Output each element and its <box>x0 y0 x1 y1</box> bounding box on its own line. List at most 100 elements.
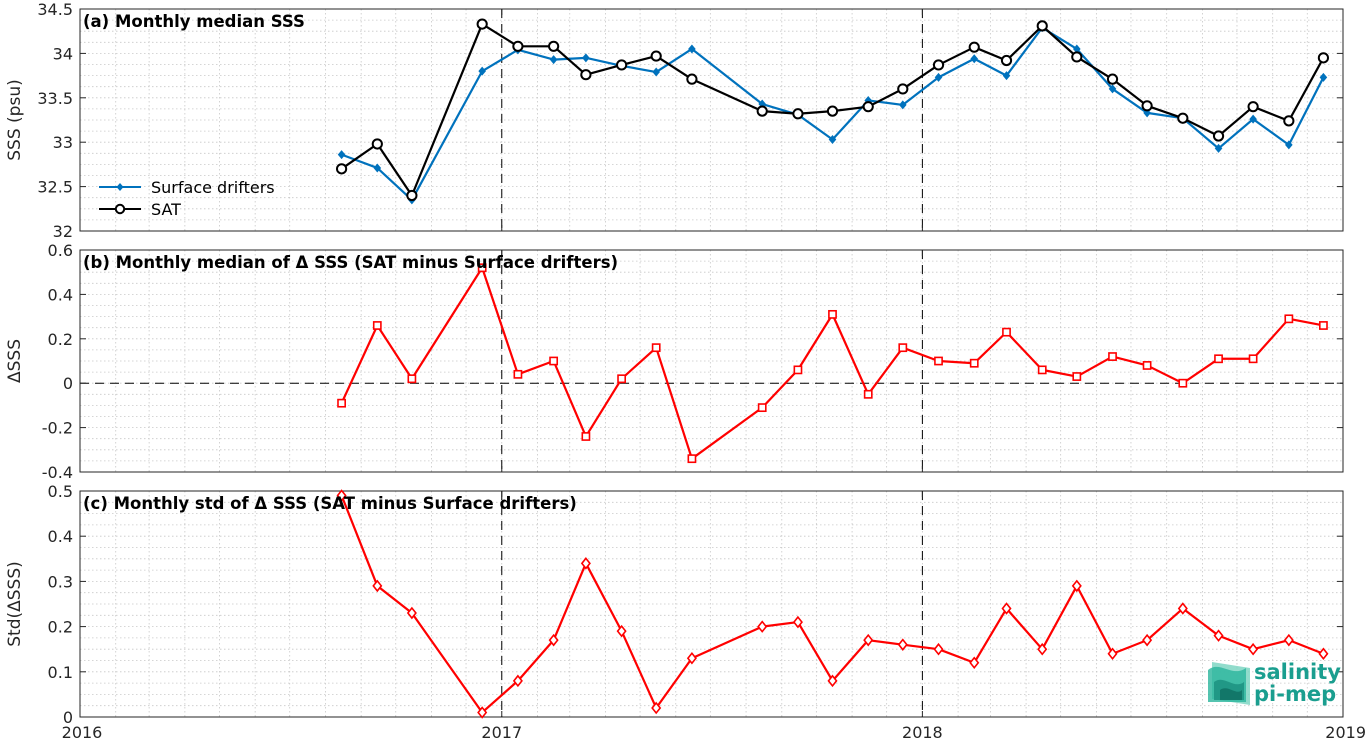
legend-drifters-label: Surface drifters <box>151 178 275 197</box>
data-point <box>406 189 418 202</box>
data-point <box>1213 629 1224 642</box>
data-point <box>757 403 767 413</box>
data-point <box>1071 579 1082 593</box>
data-point <box>512 674 523 688</box>
data-point <box>686 651 697 665</box>
data-point <box>933 642 944 656</box>
data-point <box>372 579 383 593</box>
data-point <box>371 138 383 150</box>
y-tick-label: 0.5 <box>48 482 73 501</box>
data-point <box>898 343 908 353</box>
data-point <box>513 369 523 379</box>
data-point <box>970 54 979 64</box>
data-point <box>934 72 943 82</box>
data-point <box>477 706 488 719</box>
x-tick-labels: 2016 2017 2018 2019 <box>62 723 1366 742</box>
plot-frame <box>79 249 1344 473</box>
x-tick-label: 2016 <box>62 723 103 742</box>
data-point <box>863 633 874 647</box>
series-line <box>340 266 1324 460</box>
data-point <box>1285 140 1293 150</box>
y-tick-label: 34 <box>53 44 73 63</box>
data-point <box>792 108 804 120</box>
data-point <box>1108 84 1117 94</box>
data-point <box>372 321 382 330</box>
plot-frame <box>79 490 1344 718</box>
data-point <box>898 100 907 110</box>
data-point <box>1072 372 1082 381</box>
data-point <box>1106 73 1119 85</box>
y-tick-label: 0.3 <box>48 572 73 591</box>
y-tick-label: -0.4 <box>42 463 73 482</box>
data-point <box>1284 314 1294 324</box>
data-point <box>1037 365 1047 375</box>
data-point <box>580 69 592 81</box>
data-point <box>863 389 873 399</box>
x-tick-label: 2019 <box>1325 723 1366 742</box>
data-point <box>650 50 662 62</box>
data-point <box>1107 647 1118 661</box>
data-point <box>1249 114 1257 124</box>
title-b: (b) Monthly median of Δ SSS (SAT minus S… <box>83 253 618 272</box>
salinity-pi-mep-logo: salinity pi-mep <box>1208 660 1341 706</box>
data-point <box>1247 101 1259 113</box>
data-point <box>549 55 558 65</box>
data-point <box>1214 143 1223 153</box>
data-point <box>688 44 696 54</box>
title-a: (a) Monthly median SSS <box>83 12 305 31</box>
data-point <box>897 638 908 651</box>
y-tick-label: 0.1 <box>48 663 73 682</box>
data-point <box>617 374 627 384</box>
legend: Surface drifters SAT <box>99 178 275 219</box>
data-point <box>1283 633 1294 647</box>
y-tick-label: 0.2 <box>48 618 73 637</box>
y-tick-label: 32.5 <box>37 178 73 197</box>
y-tick-label: 0.4 <box>48 285 73 304</box>
ylabel-a: SSS (psu) <box>5 79 25 160</box>
data-point <box>828 309 837 319</box>
data-point <box>932 59 945 71</box>
data-point <box>969 358 979 368</box>
data-point <box>651 701 662 715</box>
legend-drifters-marker <box>116 183 124 191</box>
data-point <box>1177 112 1189 124</box>
data-point <box>1002 71 1011 81</box>
data-point <box>478 66 486 76</box>
logo-text-line1: salinity <box>1254 660 1341 684</box>
data-point <box>826 105 839 117</box>
data-point <box>862 101 874 113</box>
data-point <box>1071 51 1083 63</box>
data-point <box>512 40 524 52</box>
x-tick-label: 2017 <box>481 723 522 742</box>
data-point <box>1108 352 1117 361</box>
y-tick-label: 0 <box>63 708 73 727</box>
ylabel-c: Std(ΔSSS) <box>5 561 25 647</box>
y-tick-label: -0.2 <box>42 419 73 438</box>
y-tick-label: 33.5 <box>37 89 73 108</box>
data-point <box>548 40 560 52</box>
x-tick-label: 2018 <box>902 723 943 742</box>
data-point <box>1319 321 1328 330</box>
data-point <box>1212 130 1225 142</box>
logo-text-line2: pi-mep <box>1254 682 1336 706</box>
data-point <box>580 557 591 570</box>
data-point <box>1283 115 1295 127</box>
data-point <box>1036 20 1048 32</box>
data-point <box>1000 54 1013 67</box>
legend-sat-marker <box>114 203 126 215</box>
data-point <box>827 674 838 688</box>
data-point <box>337 398 346 408</box>
y-tick-label: 33 <box>53 133 73 152</box>
data-point <box>1001 602 1012 615</box>
panel-b: -0.4 -0.2 0 0.2 0.4 0.6 ΔSSS (b) Monthly medi… <box>5 241 1344 482</box>
data-point <box>1319 72 1328 82</box>
data-point <box>1317 52 1330 64</box>
y-tick-label: 0.6 <box>48 241 73 260</box>
y-tick-label: 0 <box>63 374 73 393</box>
data-point <box>651 343 661 353</box>
data-point <box>968 41 980 53</box>
y-tick-label: 0.2 <box>48 330 73 349</box>
data-point <box>652 67 660 77</box>
data-point <box>406 606 417 620</box>
data-point <box>828 135 837 145</box>
